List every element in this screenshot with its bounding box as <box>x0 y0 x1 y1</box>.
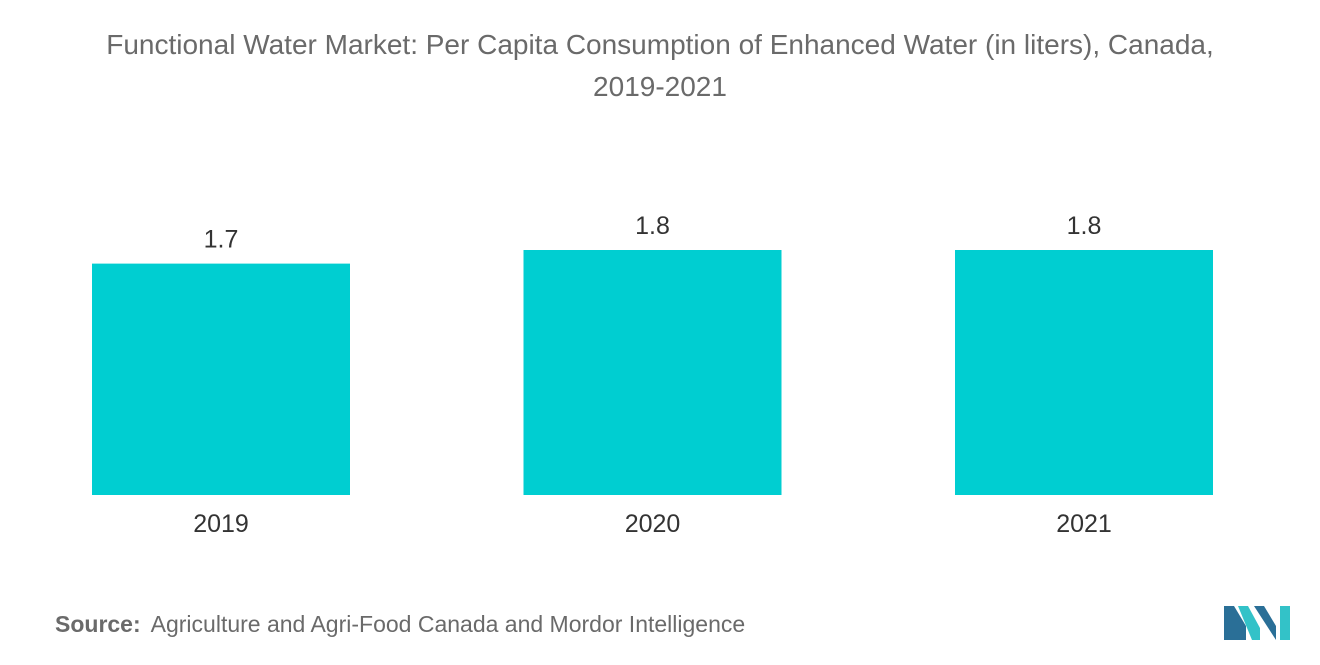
bar-2020 <box>523 250 782 495</box>
bar-2019 <box>92 263 350 495</box>
x-tick-label-2020: 2020 <box>625 510 681 538</box>
chart-title: Functional Water Market: Per Capita Cons… <box>0 24 1320 108</box>
value-label-2020: 1.8 <box>635 212 670 240</box>
value-label-2021: 1.8 <box>1067 212 1102 240</box>
x-tick-label-2019: 2019 <box>193 510 249 538</box>
x-tick-label-2021: 2021 <box>1056 510 1112 538</box>
bar-2021 <box>955 250 1213 495</box>
source-label: Source: <box>55 611 141 637</box>
source-text: Agriculture and Agri-Food Canada and Mor… <box>150 611 746 637</box>
source-note: Source: Agriculture and Agri-Food Canada … <box>55 611 745 638</box>
chart-title-line-1: Functional Water Market: Per Capita Cons… <box>106 29 1214 60</box>
value-label-2019: 1.7 <box>204 226 239 254</box>
chart-title-line-2: 2019-2021 <box>593 71 727 102</box>
mordor-intelligence-logo-icon <box>1224 606 1290 640</box>
